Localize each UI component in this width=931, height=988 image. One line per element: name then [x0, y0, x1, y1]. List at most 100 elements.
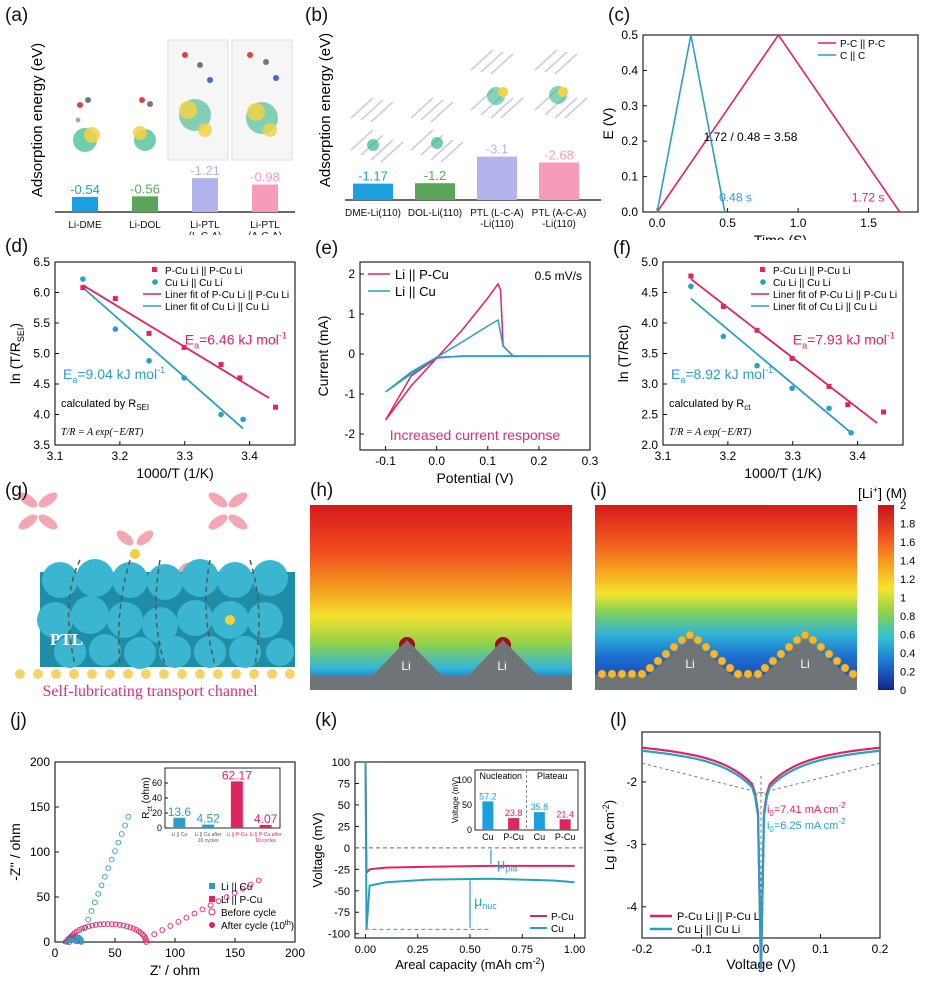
data-point-f-1	[688, 283, 694, 290]
legend-fit-label-d: Liner fit of P-Cu Li || P-Cu Li	[165, 290, 289, 301]
bar-value-b: -1.2	[424, 168, 446, 183]
nyquist-point-pcu	[255, 877, 262, 884]
colorbar: [Li+] (M) 2 1.8 1.6 1.4 1.2 1 0.8 0.6 0.4 0.2 0	[858, 485, 915, 697]
bar-category-b: DOL-Li(110)	[408, 208, 462, 219]
x-tick-label-j: 200	[285, 946, 305, 960]
slab-ptl-aca-image	[534, 49, 588, 119]
bar-a-1	[132, 196, 158, 212]
legend-label-j: Before cycle	[221, 908, 276, 919]
legend-label-j: Li || Cu	[221, 882, 252, 893]
colorbar-tick: 2	[900, 500, 906, 512]
inset-bar-value-k: 23.8	[505, 808, 523, 818]
x-axis-title-c: Time (S)	[754, 232, 807, 240]
exchange-current-i0_pink: i0=7.41 mA cm-2	[767, 801, 846, 818]
panel-label-h: (h)	[310, 480, 334, 501]
nyquist-point-cu	[112, 848, 118, 854]
legend-label-k: P-Cu	[551, 912, 574, 923]
legend-label-c: C || C	[840, 51, 865, 62]
panel-label-e: (e)	[315, 238, 339, 259]
ea-annotation-blue-d: Ea=9.04 kJ mol-1	[63, 365, 165, 385]
colorbar-tick: 1.4	[900, 556, 915, 568]
nyquist-point-pcu	[191, 910, 198, 917]
x-tick-label-f: 3.1	[655, 449, 672, 463]
data-point-f-1	[848, 430, 854, 436]
data-point-d-0	[237, 375, 243, 381]
x-tick-label-l: -0.1	[691, 942, 712, 956]
y-tick-label-c: 0.3	[621, 99, 638, 113]
x-tick-label-j: 150	[225, 946, 245, 960]
inset-bar-k-3	[559, 819, 571, 830]
y-tick-label-e: 0	[348, 347, 355, 361]
data-point-d-0	[181, 344, 187, 350]
data-point-d-1	[146, 358, 152, 364]
slab-dme-image	[350, 97, 404, 163]
inset-tick-label-j: 0	[157, 823, 162, 833]
y-tick-label-l: -4	[626, 900, 637, 914]
nyquist-point-pcu	[112, 921, 119, 928]
ea-annotation-blue-f: Ea=8.92 kJ mol-1	[671, 365, 773, 385]
nyquist-point-after-cu	[74, 940, 79, 944]
y-tick-label-k: 25	[338, 821, 350, 833]
panel-h: (h) Li Li	[300, 480, 590, 710]
nyquist-point-pcu	[85, 923, 92, 930]
bar-a-2	[192, 178, 218, 212]
cv-curve-e-0	[384, 282, 590, 421]
x-axis-title-f: 1000/T (1/K)	[744, 465, 822, 481]
panel-k: (k) 0.00 0.25 0.50 0.75 1.00 -100 -75 -50 -25 0 25…	[310, 710, 600, 983]
y-tick-label-k: -100	[328, 929, 350, 941]
inset-bar-value-j: 4.07	[254, 812, 278, 826]
y-tick-label-d: 5.5	[33, 316, 50, 330]
molecule-dol-image	[133, 97, 156, 151]
y-tick-label-c: 0.0	[621, 205, 638, 219]
x-tick-label-e: 0.3	[582, 454, 599, 468]
data-point-f-1	[720, 333, 727, 340]
bar-category-b: PTL (L-C-A) -Li(110)	[470, 208, 524, 230]
y-tick-label-k: 0	[344, 843, 350, 855]
arrhenius-formula-f: T/R = A exp(−E/RT)	[669, 427, 752, 438]
legend-label-e: Li || P-Cu	[395, 267, 449, 282]
y-tick-label-j: 50	[37, 890, 51, 904]
y-tick-label-c: 0.1	[621, 170, 638, 184]
nyquist-point-pcu	[207, 902, 214, 909]
molecule-ptl-lca-image	[167, 39, 229, 161]
y-tick-label-f: 5.0	[641, 255, 658, 269]
x-tick-label-k: 0.00	[355, 944, 376, 956]
x-tick-label-j: 100	[165, 946, 185, 960]
slab-ptl-lca-image	[470, 49, 524, 119]
inset-category-j: Li || P-Cu after 10 cycles	[250, 832, 282, 844]
data-point-d-1	[240, 416, 246, 423]
ptl-label: PTL	[50, 630, 83, 649]
legend-label-e: Li || Cu	[395, 284, 436, 299]
colorbar-tick: 0.4	[900, 648, 915, 660]
exchange-current-i0_blue: i0=6.25 mA cm-2	[767, 817, 846, 834]
mu-pla-label: μpla	[497, 855, 517, 873]
y-tick-label-f: 4.5	[641, 286, 658, 300]
y-tick-label-c: 0.4	[621, 63, 638, 77]
data-point-f-1	[754, 362, 760, 369]
bar-value-b: -2.68	[544, 147, 574, 162]
nyquist-point-cu	[91, 899, 98, 906]
inset-tick-label-j: 20	[152, 808, 162, 818]
legend-label-k: Cu	[551, 924, 564, 935]
y-tick-label-k: -50	[334, 886, 350, 898]
legend-marker-f	[760, 279, 766, 285]
lithium-ion-row	[15, 669, 295, 679]
y-axis-title-l: Lg i (A cm-2)	[601, 800, 617, 870]
nyquist-point-cu	[85, 916, 91, 923]
x-tick-label-c: 0.5	[719, 216, 736, 230]
solvent-molecules	[18, 492, 248, 578]
legend-label-j: Li || P-Cu	[221, 895, 262, 906]
inset-bar-value-j: 62.17	[222, 768, 252, 782]
data-point-f-0	[845, 402, 851, 408]
time-annotation-cc: 0.48 s	[719, 190, 752, 204]
ea-annotation-pink-f: Ea=7.93 kJ mol-1	[793, 330, 895, 350]
li-label-h2: Li	[497, 659, 506, 673]
inset-tick-label-j: 60	[152, 778, 162, 788]
data-point-f-0	[720, 304, 726, 310]
panel-label-j: (j)	[10, 710, 27, 731]
fit-line-d-1	[82, 286, 244, 430]
nyquist-point-pcu	[89, 922, 96, 929]
data-point-d-0	[218, 361, 224, 367]
data-point-d-1	[112, 326, 119, 332]
